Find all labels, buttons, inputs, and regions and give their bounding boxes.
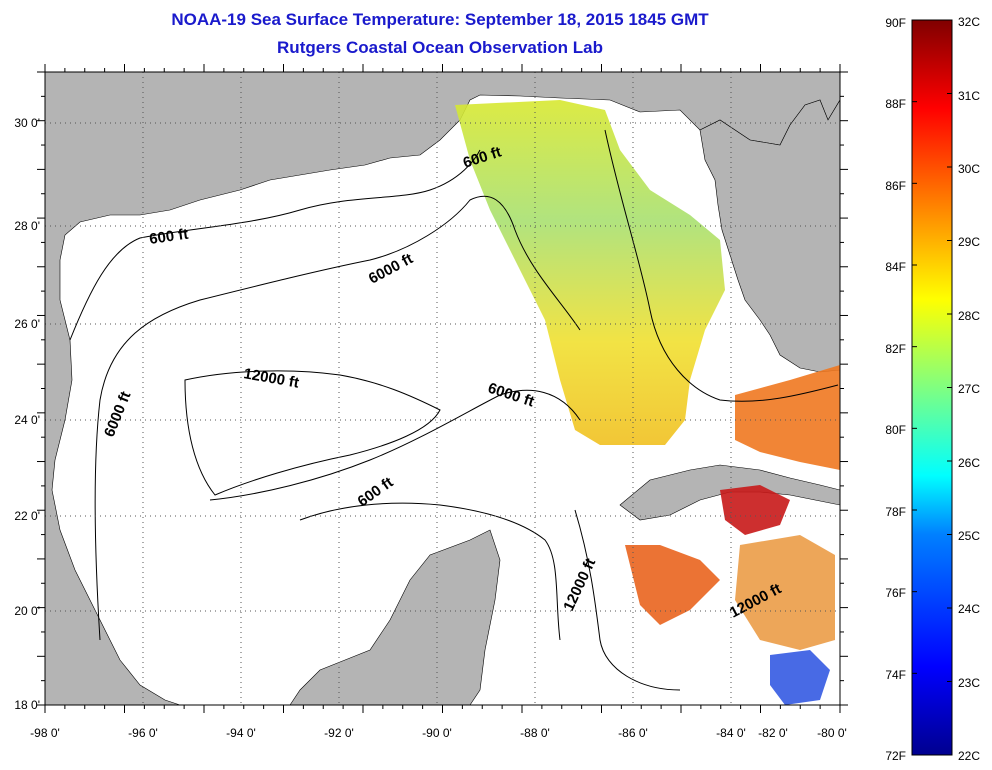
colorbar-c-label: 23C	[958, 676, 980, 690]
land-yucatan	[289, 529, 501, 705]
sst-patch-caribbean-east	[735, 535, 835, 650]
lon-label: -90 0'	[422, 726, 452, 740]
longitude-labels: -98 0' -96 0' -94 0' -92 0' -90 0' -88 0…	[30, 726, 847, 740]
colorbar-c-label: 29C	[958, 235, 980, 249]
contour-12000ft	[184, 370, 441, 496]
lat-label: 18 0'	[14, 698, 40, 712]
lon-label: -86 0'	[618, 726, 648, 740]
contour-label: 600 ft	[148, 226, 189, 248]
colorbar-c-label: 30C	[958, 162, 980, 176]
lat-label: 28 0'	[14, 219, 40, 233]
land-cuba	[619, 464, 840, 521]
lon-label: -84 0'	[716, 726, 746, 740]
lat-label: 24 0'	[14, 413, 40, 427]
latitude-labels: 30 0' 28 0' 26 0' 24 0' 22 0' 20 0' 18 0…	[14, 116, 40, 712]
colorbar-f-label: 78F	[885, 505, 906, 519]
colorbar-c-label: 24C	[958, 602, 980, 616]
lon-label: -92 0'	[324, 726, 354, 740]
lon-label: -96 0'	[128, 726, 158, 740]
colorbar-f-label: 86F	[885, 179, 906, 193]
map-title: NOAA-19 Sea Surface Temperature: Septemb…	[171, 10, 709, 29]
contour-600ft-campeche	[299, 502, 561, 641]
colorbar-c-label: 25C	[958, 529, 980, 543]
lat-label: 22 0'	[14, 509, 40, 523]
colorbar-c-label: 28C	[958, 309, 980, 323]
colorbar-f-label: 80F	[885, 423, 906, 437]
lon-label: -98 0'	[30, 726, 60, 740]
graticule	[45, 72, 840, 705]
lat-label: 20 0'	[14, 604, 40, 618]
contour-12000ft-yucatan	[574, 509, 681, 691]
colorbar: 90F 88F 86F 84F 82F 80F 78F 76F 74F 72F …	[885, 15, 980, 763]
axis-ticks	[37, 64, 848, 713]
colorbar-gradient	[911, 19, 953, 756]
lon-label: -82 0'	[758, 726, 788, 740]
lat-label: 26 0'	[14, 317, 40, 331]
lon-label: -88 0'	[520, 726, 550, 740]
colorbar-f-label: 88F	[885, 97, 906, 111]
sst-patch-caribbean	[625, 545, 720, 625]
contour-600ft-north	[69, 149, 481, 341]
colorbar-c-label: 22C	[958, 749, 980, 763]
colorbar-f-label: 74F	[885, 668, 906, 682]
colorbar-f-label: 82F	[885, 342, 906, 356]
lon-label: -80 0'	[817, 726, 847, 740]
contour-6000ft-south	[209, 389, 581, 501]
map-subtitle: Rutgers Coastal Ocean Observation Lab	[277, 38, 603, 57]
colorbar-f-label: 72F	[885, 749, 906, 763]
sst-swath-main	[455, 100, 725, 445]
colorbar-c-label: 27C	[958, 382, 980, 396]
sst-patch-caribbean-hot	[720, 485, 790, 535]
lon-label: -94 0'	[226, 726, 256, 740]
lat-label: 30 0'	[14, 116, 40, 130]
colorbar-c-label: 31C	[958, 89, 980, 103]
colorbar-f-label: 76F	[885, 586, 906, 600]
sst-patch-cool	[770, 650, 830, 705]
colorbar-f-label: 90F	[885, 16, 906, 30]
contour-6000ft	[94, 195, 581, 641]
colorbar-c-label: 32C	[958, 15, 980, 29]
colorbar-c-label: 26C	[958, 456, 980, 470]
land-florida	[699, 99, 840, 373]
contour-florida-shelf	[604, 129, 839, 402]
colorbar-f-label: 84F	[885, 260, 906, 274]
